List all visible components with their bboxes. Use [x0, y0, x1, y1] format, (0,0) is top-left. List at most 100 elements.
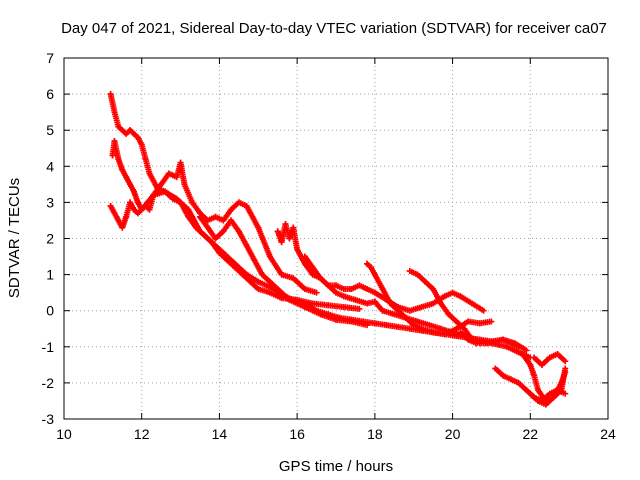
data-point	[123, 174, 130, 181]
y-tick-label: 1	[46, 267, 54, 283]
data-point	[255, 286, 262, 293]
data-point	[340, 286, 347, 293]
data-point	[340, 304, 347, 311]
x-tick-label: 24	[600, 426, 616, 442]
data-point	[231, 260, 238, 267]
data-point	[127, 127, 134, 134]
data-point	[266, 278, 273, 285]
data-point	[371, 320, 378, 327]
data-point	[301, 260, 308, 267]
data-point	[266, 253, 273, 260]
data-point	[476, 320, 483, 327]
data-point	[340, 293, 347, 300]
x-tick-label: 20	[445, 426, 461, 442]
data-point	[441, 293, 448, 300]
data-point	[181, 181, 188, 188]
data-point	[130, 206, 137, 213]
x-axis-label: GPS time / hours	[279, 458, 393, 475]
data-point	[204, 224, 211, 231]
data-point	[313, 289, 320, 296]
data-point	[371, 289, 378, 296]
data-point	[220, 217, 227, 224]
data-point	[461, 325, 468, 332]
x-tick-label: 14	[212, 426, 228, 442]
data-point	[212, 235, 219, 242]
data-point	[422, 278, 429, 285]
data-point	[286, 235, 293, 242]
data-point	[453, 318, 460, 325]
y-tick-label: -2	[42, 375, 55, 391]
data-point	[212, 213, 219, 220]
data-point	[134, 199, 141, 206]
data-point	[278, 271, 285, 278]
data-point	[173, 174, 180, 181]
data-point	[197, 213, 203, 220]
y-tick-label: 7	[46, 50, 54, 66]
y-tick-label: 2	[46, 231, 54, 247]
data-point	[523, 387, 530, 394]
data-point	[426, 322, 433, 329]
data-point	[333, 282, 339, 289]
data-point	[294, 246, 301, 253]
grid	[64, 58, 608, 419]
y-tick-label: 6	[46, 86, 54, 102]
data-point	[173, 195, 180, 202]
data-point	[243, 242, 250, 249]
data-point	[531, 372, 538, 379]
data-point	[387, 300, 394, 307]
data-point	[395, 307, 402, 314]
data-point	[379, 286, 386, 293]
data-point	[371, 298, 378, 305]
data-point	[507, 340, 514, 347]
data-point	[472, 340, 479, 347]
data-point	[352, 296, 359, 303]
data-point	[333, 289, 339, 296]
data-point	[290, 275, 297, 282]
data-point	[379, 307, 386, 314]
data-point	[138, 206, 145, 213]
x-tick-label: 10	[56, 426, 72, 442]
data-point	[309, 271, 316, 278]
series-trace-13	[457, 329, 534, 361]
data-point	[360, 318, 367, 325]
chart-title: Day 047 of 2021, Sidereal Day-to-day VTE…	[61, 20, 607, 37]
data-point	[274, 228, 281, 235]
data-point	[162, 188, 169, 195]
series-trace-12	[527, 365, 569, 408]
data-point	[185, 206, 192, 213]
data-point	[208, 239, 215, 246]
data-point	[430, 329, 437, 336]
data-point	[406, 325, 413, 332]
data-point	[119, 166, 126, 173]
data-point	[348, 316, 355, 323]
data-point	[480, 338, 487, 345]
y-tick-label: 0	[46, 303, 54, 319]
data-point	[453, 332, 460, 339]
data-point	[336, 314, 343, 321]
data-point	[500, 372, 507, 379]
data-point	[395, 323, 402, 330]
data-point	[301, 300, 308, 307]
data-point	[251, 257, 258, 264]
data-point	[414, 318, 421, 325]
data-point	[119, 224, 126, 231]
y-tick-label: -3	[42, 411, 55, 427]
data-point	[247, 278, 254, 285]
data-point	[301, 286, 308, 293]
data-point	[515, 379, 522, 386]
data-point	[107, 91, 114, 98]
data-point	[449, 289, 456, 296]
data-point	[309, 300, 316, 307]
data-point	[115, 123, 122, 130]
data-point	[189, 199, 196, 206]
data-point	[527, 361, 534, 368]
data-point	[317, 275, 324, 282]
data-point	[546, 354, 553, 361]
y-axis-label: SDTVAR / TECUs	[6, 178, 23, 298]
data-point	[177, 159, 184, 166]
plot-frame	[63, 57, 609, 420]
data-point	[134, 210, 141, 217]
data-point	[457, 329, 464, 336]
data-point	[364, 260, 371, 267]
data-point	[278, 239, 285, 246]
